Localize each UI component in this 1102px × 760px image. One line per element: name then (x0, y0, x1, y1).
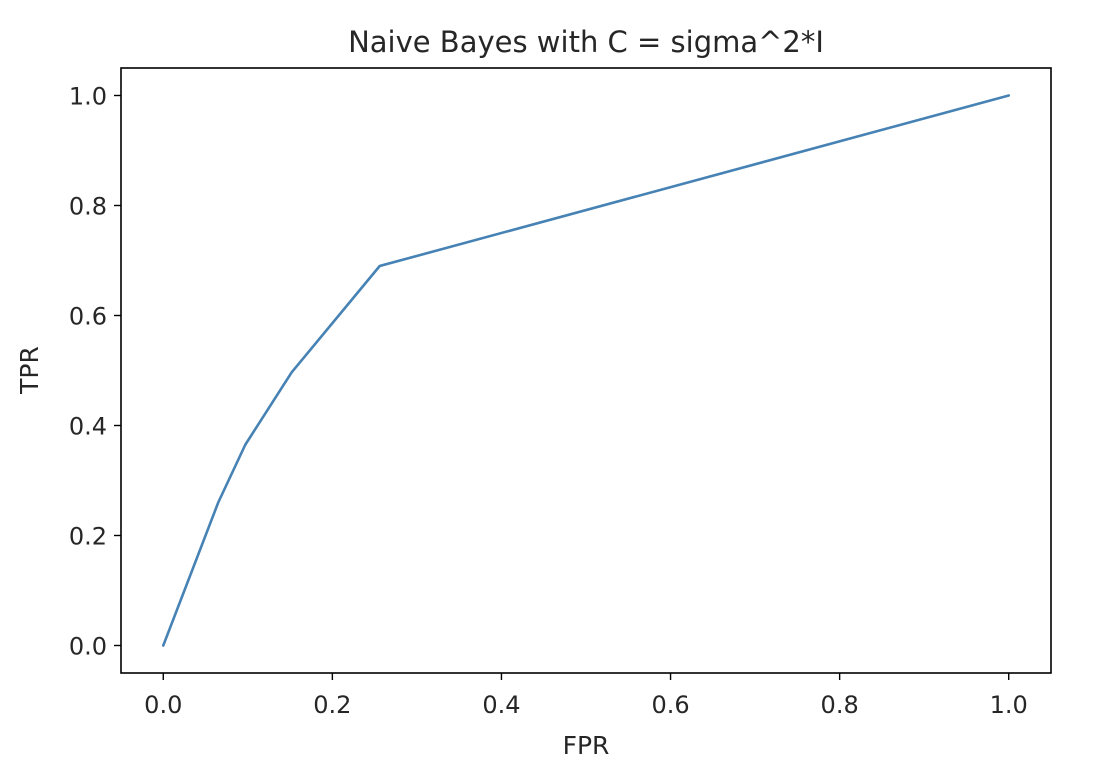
y-tick-label: 0.2 (69, 523, 107, 551)
plot-frame (120, 67, 1052, 674)
x-tick-label: 0.6 (651, 691, 689, 719)
x-tick-label: 0.0 (144, 691, 182, 719)
x-axis: 0.0 0.2 0.4 0.6 0.8 1.0 (144, 673, 1028, 719)
x-axis-label: FPR (563, 731, 610, 760)
roc-curve-line (161, 94, 1011, 647)
x-tick-label: 1.0 (990, 691, 1028, 719)
x-tick-label: 0.4 (482, 691, 520, 719)
chart-title: Naive Bayes with C = sigma^2*I (348, 25, 824, 59)
x-tick-label: 0.8 (821, 691, 859, 719)
y-axis: 0.0 0.2 0.4 0.6 0.8 1.0 (69, 83, 121, 661)
y-tick-label: 0.6 (69, 303, 107, 331)
y-tick-label: 1.0 (69, 83, 107, 111)
y-tick-label: 0.0 (69, 633, 107, 661)
x-tick-label: 0.2 (313, 691, 351, 719)
y-tick-label: 0.8 (69, 193, 107, 221)
y-tick-label: 0.4 (69, 413, 107, 441)
plot-area (161, 94, 1011, 647)
y-axis-label: TPR (15, 346, 44, 395)
